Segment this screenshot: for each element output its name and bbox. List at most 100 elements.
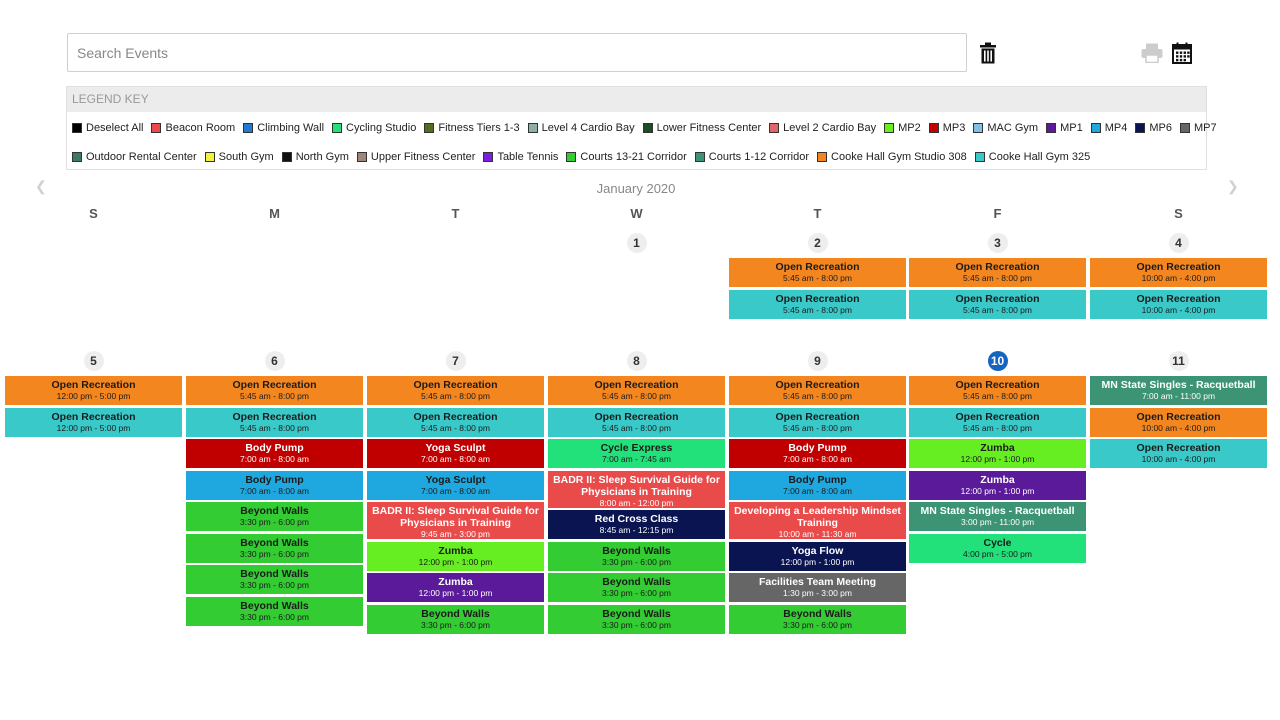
- legend-item[interactable]: MP6: [1135, 122, 1172, 134]
- calendar-event[interactable]: Cycle Express 7:00 am - 7:45 am: [548, 439, 725, 468]
- calendar-event[interactable]: Beyond Walls 3:30 pm - 6:00 pm: [548, 541, 725, 571]
- calendar-event[interactable]: Open Recreation 5:45 am - 8:00 pm: [367, 407, 544, 437]
- event-time: 3:30 pm - 6:00 pm: [602, 619, 671, 630]
- day-number[interactable]: 3: [987, 233, 1008, 253]
- weekday-label: S: [89, 206, 98, 221]
- legend-item[interactable]: South Gym: [204, 151, 274, 163]
- legend-item[interactable]: MP4: [1090, 122, 1127, 134]
- calendar-event[interactable]: MN State Singles - Racquetball 7:00 am - …: [1090, 376, 1267, 405]
- calendar-event[interactable]: Open Recreation 5:45 am - 8:00 pm: [729, 407, 906, 437]
- day-number-today[interactable]: 10: [987, 351, 1008, 371]
- legend-item[interactable]: Beacon Room: [151, 122, 235, 134]
- legend-item[interactable]: Lower Fitness Center: [642, 122, 761, 134]
- chevron-right-icon[interactable]: ❯: [1227, 178, 1239, 194]
- legend-item[interactable]: Deselect All: [72, 122, 143, 134]
- legend-item[interactable]: Cycling Studio: [332, 122, 416, 134]
- legend-item[interactable]: Level 4 Cardio Bay: [527, 122, 635, 134]
- event-title: Beyond Walls: [602, 544, 671, 557]
- calendar-event[interactable]: Open Recreation 5:45 am - 8:00 pm: [729, 289, 906, 319]
- calendar-event[interactable]: Body Pump 7:00 am - 8:00 am: [186, 439, 363, 468]
- calendar-event[interactable]: Open Recreation 5:45 am - 8:00 pm: [909, 376, 1086, 405]
- calendar-event[interactable]: Open Recreation 5:45 am - 8:00 pm: [729, 258, 906, 287]
- day-number[interactable]: 4: [1168, 233, 1189, 253]
- event-title: Zumba: [438, 544, 473, 557]
- calendar-event[interactable]: Open Recreation 5:45 am - 8:00 pm: [186, 376, 363, 405]
- calendar-event[interactable]: Beyond Walls 3:30 pm - 6:00 pm: [548, 604, 725, 634]
- calendar-icon[interactable]: [1170, 40, 1194, 66]
- calendar-event[interactable]: Open Recreation 5:45 am - 8:00 pm: [909, 258, 1086, 287]
- calendar-event[interactable]: Beyond Walls 3:30 pm - 6:00 pm: [548, 573, 725, 602]
- calendar-event[interactable]: Open Recreation 10:00 am - 4:00 pm: [1090, 289, 1267, 319]
- legend-label: South Gym: [218, 151, 274, 163]
- legend-item[interactable]: Outdoor Rental Center: [72, 151, 197, 163]
- calendar-event[interactable]: Open Recreation 12:00 pm - 5:00 pm: [5, 407, 182, 437]
- legend-item[interactable]: Climbing Wall: [243, 122, 324, 134]
- calendar-event[interactable]: Open Recreation 10:00 am - 4:00 pm: [1090, 258, 1267, 287]
- event-time: 7:00 am - 7:45 am: [602, 454, 671, 464]
- calendar-event[interactable]: Open Recreation 5:45 am - 8:00 pm: [909, 407, 1086, 437]
- day-number[interactable]: 11: [1168, 351, 1189, 371]
- day-number[interactable]: 6: [264, 351, 285, 371]
- calendar-event[interactable]: BADR II: Sleep Survival Guide for Physic…: [548, 470, 725, 508]
- calendar-event[interactable]: Beyond Walls 3:30 pm - 6:00 pm: [186, 565, 363, 594]
- legend-item[interactable]: Courts 13-21 Corridor: [566, 151, 687, 163]
- day-number[interactable]: 9: [807, 351, 828, 371]
- print-icon[interactable]: [1140, 40, 1164, 66]
- calendar-event[interactable]: Beyond Walls 3:30 pm - 6:00 pm: [367, 604, 544, 634]
- calendar-event[interactable]: Yoga Sculpt 7:00 am - 8:00 am: [367, 470, 544, 500]
- legend-swatch: [1046, 123, 1057, 133]
- legend-item[interactable]: MP7: [1179, 122, 1217, 134]
- calendar-event[interactable]: Beyond Walls 3:30 pm - 6:00 pm: [186, 533, 363, 563]
- chevron-left-icon[interactable]: ❮: [35, 178, 47, 194]
- calendar-event[interactable]: Zumba 12:00 pm - 1:00 pm: [909, 470, 1086, 500]
- day-number[interactable]: 7: [445, 351, 466, 371]
- calendar-event[interactable]: Developing a Leadership Mindset Training…: [729, 502, 906, 539]
- legend-item[interactable]: MAC Gym: [973, 122, 1038, 134]
- event-title: Zumba: [980, 442, 1015, 454]
- calendar-event[interactable]: Zumba 12:00 pm - 1:00 pm: [909, 439, 1086, 468]
- calendar-event[interactable]: Open Recreation 5:45 am - 8:00 pm: [909, 289, 1086, 319]
- calendar-event[interactable]: Open Recreation 10:00 am - 4:00 pm: [1090, 407, 1267, 437]
- calendar-event[interactable]: Yoga Sculpt 7:00 am - 8:00 am: [367, 439, 544, 468]
- event-title: Beyond Walls: [240, 505, 309, 517]
- calendar-event[interactable]: Zumba 12:00 pm - 1:00 pm: [367, 541, 544, 571]
- day-number[interactable]: 2: [807, 233, 828, 253]
- calendar-event[interactable]: Beyond Walls 3:30 pm - 6:00 pm: [186, 502, 363, 531]
- legend-item[interactable]: Table Tennis: [483, 151, 558, 163]
- calendar-event[interactable]: Open Recreation 5:45 am - 8:00 pm: [367, 376, 544, 405]
- calendar-event[interactable]: Yoga Flow 12:00 pm - 1:00 pm: [729, 541, 906, 571]
- day-number[interactable]: 5: [83, 351, 104, 371]
- calendar-event[interactable]: Body Pump 7:00 am - 8:00 am: [729, 470, 906, 500]
- calendar-event[interactable]: Zumba 12:00 pm - 1:00 pm: [367, 573, 544, 602]
- calendar-event[interactable]: Cycle 4:00 pm - 5:00 pm: [909, 533, 1086, 563]
- legend-item[interactable]: Cooke Hall Gym 325: [974, 151, 1090, 163]
- legend-item[interactable]: North Gym: [281, 151, 349, 163]
- calendar-event[interactable]: Beyond Walls 3:30 pm - 6:00 pm: [186, 596, 363, 626]
- calendar-event[interactable]: Beyond Walls 3:30 pm - 6:00 pm: [729, 604, 906, 634]
- legend-item[interactable]: Upper Fitness Center: [356, 151, 475, 163]
- day-number[interactable]: 8: [626, 351, 647, 371]
- calendar-event[interactable]: Body Pump 7:00 am - 8:00 am: [186, 470, 363, 500]
- calendar-event[interactable]: Open Recreation 5:45 am - 8:00 pm: [729, 376, 906, 405]
- calendar-event[interactable]: BADR II: Sleep Survival Guide for Physic…: [367, 502, 544, 539]
- calendar-event[interactable]: Red Cross Class 8:45 am - 12:15 pm: [548, 510, 725, 539]
- calendar-event[interactable]: MN State Singles - Racquetball 3:00 pm - …: [909, 502, 1086, 531]
- calendar-event[interactable]: Open Recreation 5:45 am - 8:00 pm: [548, 376, 725, 405]
- calendar-event[interactable]: Open Recreation 5:45 am - 8:00 pm: [548, 407, 725, 437]
- day-number[interactable]: 1: [626, 233, 647, 253]
- calendar-event[interactable]: Facilities Team Meeting 1:30 pm - 3:00 pm: [729, 573, 906, 602]
- calendar-event[interactable]: Open Recreation 12:00 pm - 5:00 pm: [5, 376, 182, 405]
- trash-icon[interactable]: [976, 40, 1000, 66]
- calendar-event[interactable]: Open Recreation 5:45 am - 8:00 pm: [186, 407, 363, 437]
- legend-swatch: [642, 123, 653, 133]
- legend-item[interactable]: Fitness Tiers 1-3: [424, 122, 520, 134]
- legend-item[interactable]: MP3: [928, 122, 965, 134]
- calendar-event[interactable]: Body Pump 7:00 am - 8:00 am: [729, 439, 906, 468]
- calendar-event[interactable]: Open Recreation 10:00 am - 4:00 pm: [1090, 439, 1267, 468]
- legend-item[interactable]: MP2: [884, 122, 921, 134]
- legend-item[interactable]: Courts 1-12 Corridor: [694, 151, 809, 163]
- legend-item[interactable]: Cooke Hall Gym Studio 308: [817, 151, 967, 163]
- legend-item[interactable]: Level 2 Cardio Bay: [769, 122, 876, 134]
- legend-item[interactable]: MP1: [1046, 122, 1083, 134]
- search-input[interactable]: [67, 33, 967, 72]
